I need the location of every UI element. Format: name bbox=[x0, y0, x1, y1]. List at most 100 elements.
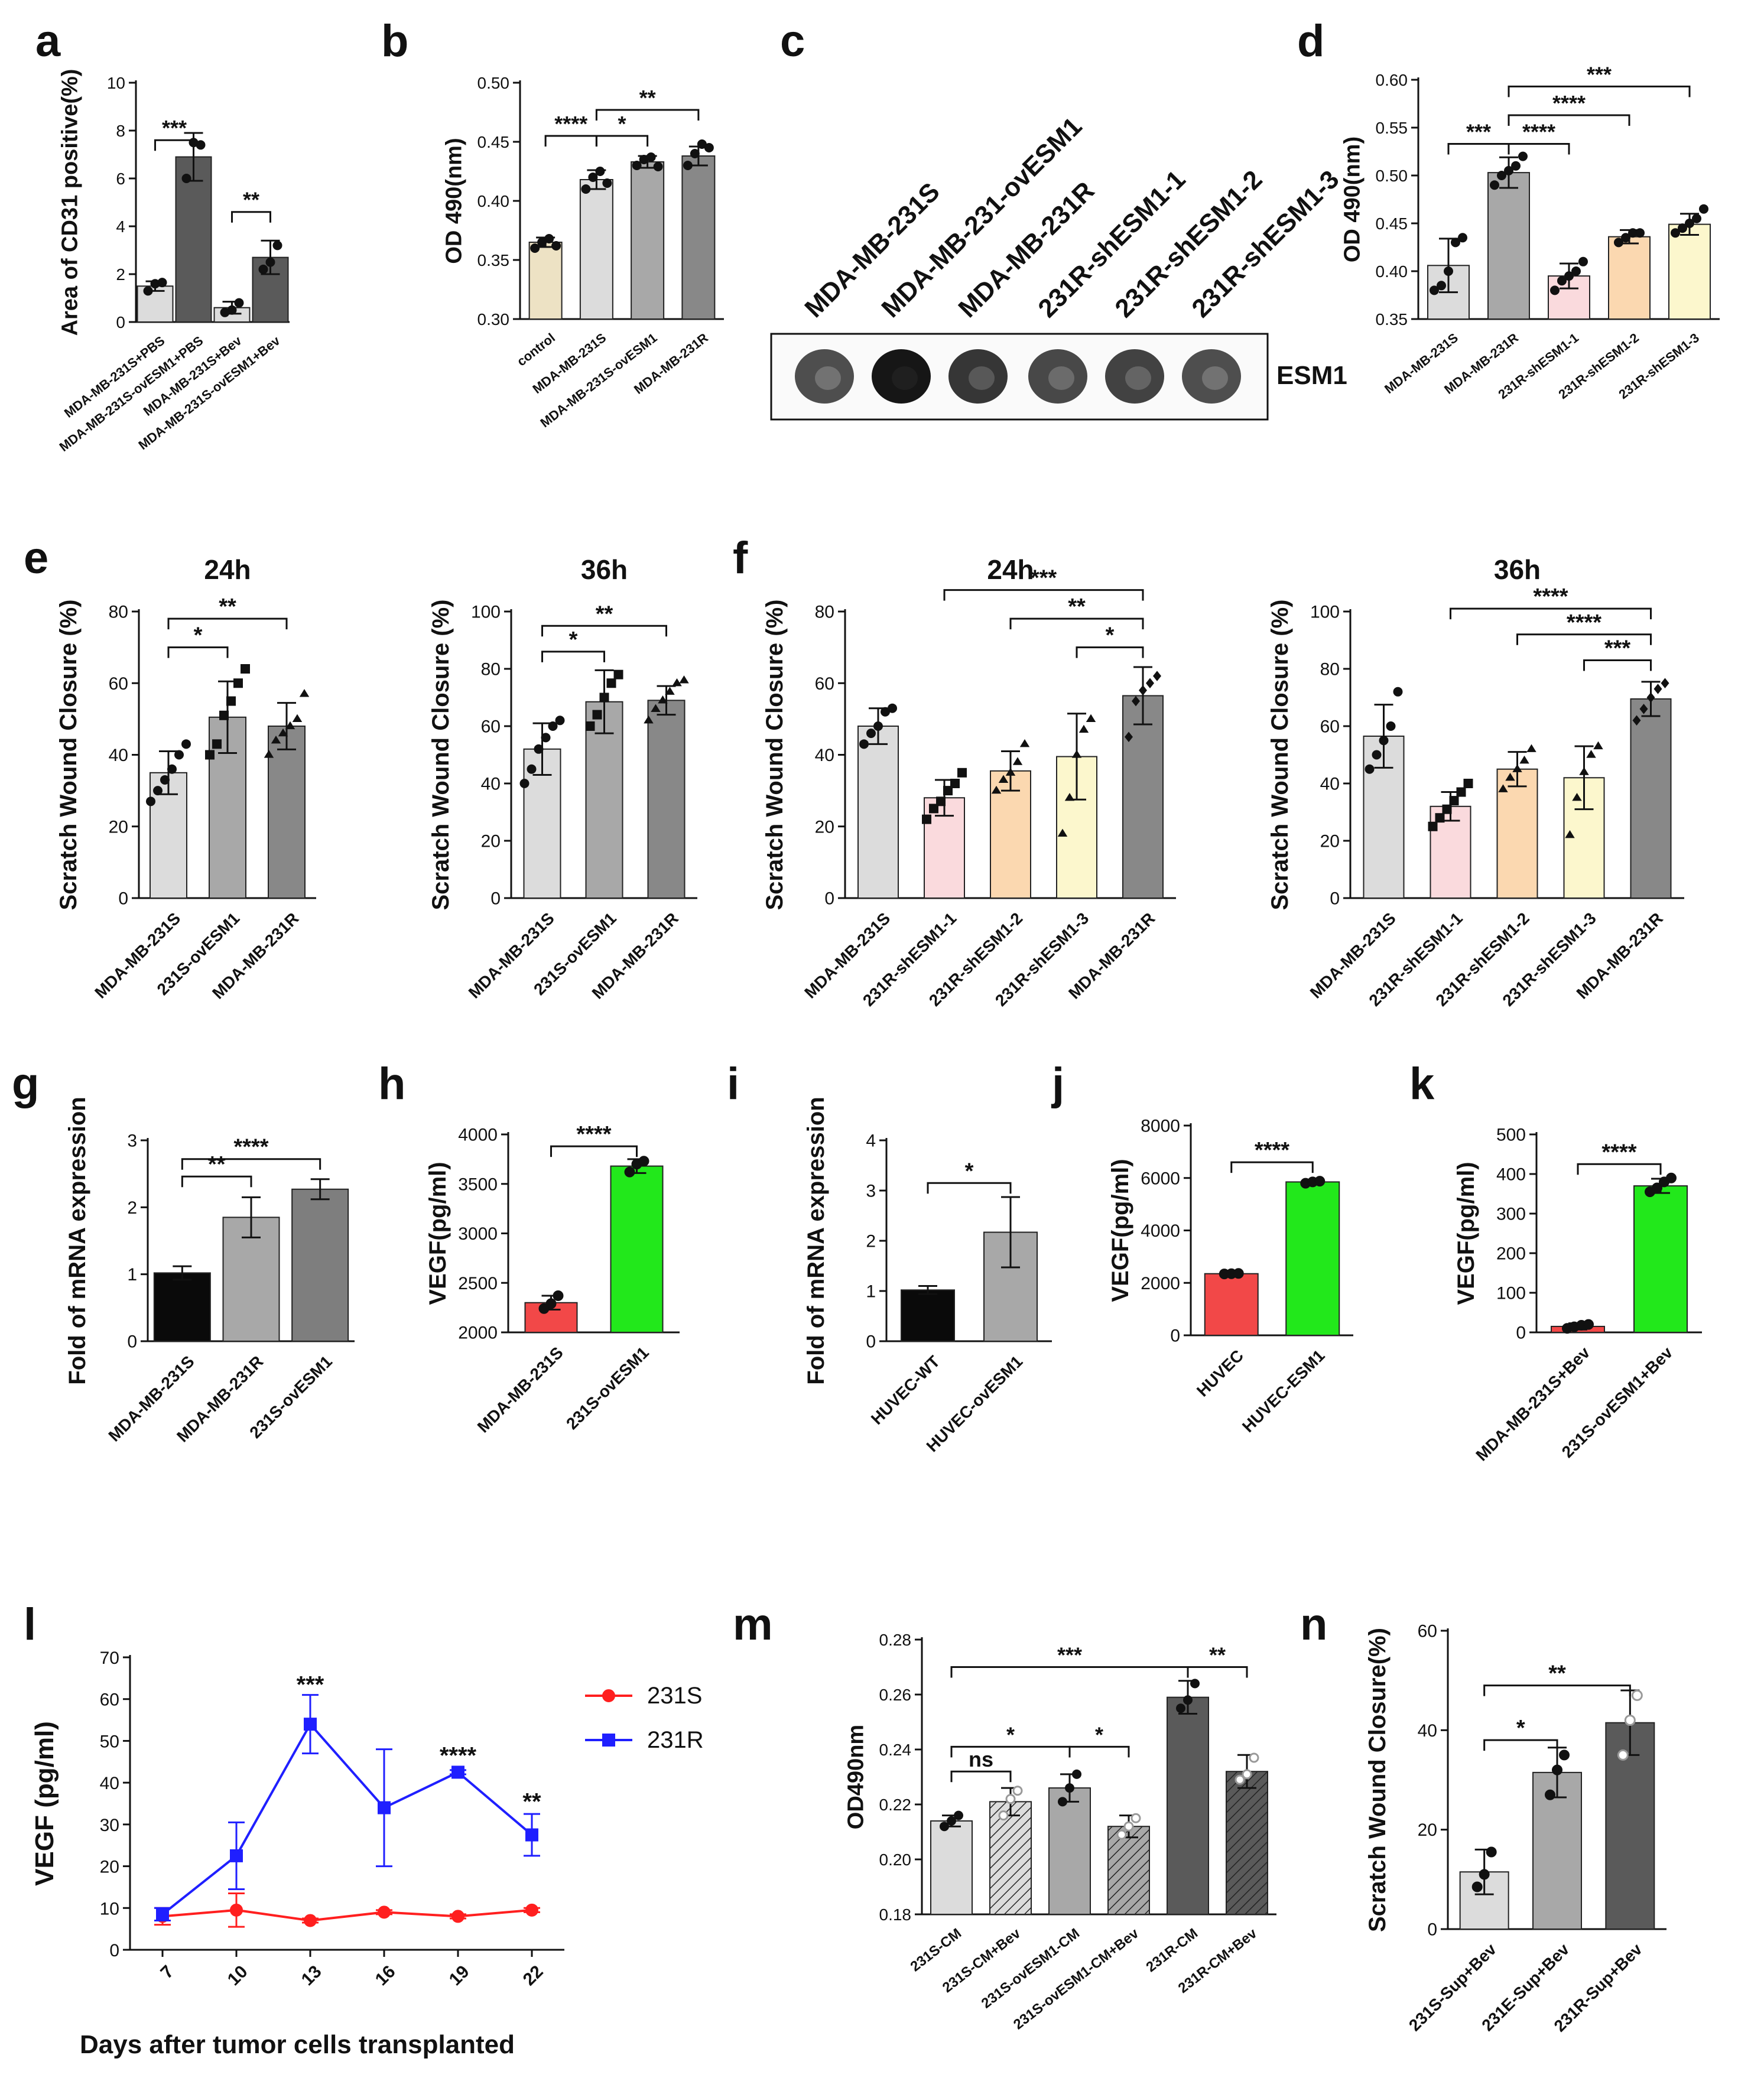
panel-letter: h bbox=[378, 1059, 405, 1109]
chart-title: 24h bbox=[204, 554, 251, 585]
bar bbox=[585, 701, 623, 899]
data-point bbox=[1490, 180, 1499, 190]
data-point bbox=[1653, 684, 1662, 694]
significance-bracket bbox=[541, 651, 605, 662]
y-tick-label: 0.26 bbox=[879, 1686, 912, 1704]
y-tick-label: 0.20 bbox=[879, 1851, 912, 1869]
data-point bbox=[530, 243, 540, 253]
bar bbox=[1048, 1787, 1091, 1916]
data-point bbox=[1430, 285, 1439, 295]
data-point bbox=[1518, 151, 1528, 161]
data-point bbox=[1550, 285, 1560, 295]
y-axis-label: OD 490(nm) bbox=[1340, 136, 1365, 262]
y-tick-label: 40 bbox=[481, 775, 501, 794]
significance-bracket bbox=[1583, 659, 1652, 671]
data-point bbox=[1511, 161, 1521, 171]
data-point bbox=[265, 257, 275, 267]
data-point bbox=[548, 721, 558, 731]
data-point bbox=[1086, 714, 1096, 722]
significance-bracket bbox=[1068, 1745, 1130, 1758]
data-point bbox=[527, 764, 537, 774]
y-tick-label: 60 bbox=[1418, 1622, 1437, 1641]
y-tick-label: 0.28 bbox=[879, 1631, 912, 1649]
bar bbox=[291, 1188, 349, 1342]
bar bbox=[930, 1820, 973, 1915]
data-point bbox=[873, 721, 883, 731]
data-point bbox=[651, 704, 661, 713]
bar bbox=[1668, 223, 1711, 320]
significance-bracket bbox=[595, 109, 700, 121]
data-point bbox=[1183, 1695, 1193, 1705]
data-point bbox=[285, 721, 295, 730]
y-tick-label: 0 bbox=[824, 889, 834, 909]
panel-letter: e bbox=[24, 533, 48, 583]
data-point bbox=[544, 234, 554, 243]
bar bbox=[1630, 698, 1672, 899]
legend-marker bbox=[602, 1734, 615, 1747]
data-point bbox=[1235, 1774, 1245, 1785]
data-point bbox=[1635, 228, 1645, 238]
bar bbox=[1605, 1722, 1655, 1930]
data-point bbox=[1249, 1752, 1259, 1763]
panel-letter: m bbox=[733, 1599, 773, 1650]
y-tick-label: 500 bbox=[1496, 1126, 1526, 1145]
chart-title: 24h bbox=[987, 554, 1034, 585]
significance-label: ** bbox=[219, 594, 236, 619]
data-point bbox=[1444, 266, 1453, 276]
data-point bbox=[588, 173, 598, 182]
data-point bbox=[1153, 671, 1161, 681]
data-point bbox=[1666, 1172, 1677, 1183]
panel-letter: f bbox=[733, 533, 748, 583]
data-point bbox=[1557, 276, 1567, 286]
y-axis-label: OD490nm bbox=[843, 1725, 868, 1829]
data-point-231S bbox=[230, 1903, 243, 1917]
data-point bbox=[1242, 1769, 1252, 1780]
data-point bbox=[1614, 238, 1623, 248]
data-point bbox=[1428, 821, 1438, 831]
bar bbox=[681, 155, 716, 320]
data-point bbox=[153, 786, 163, 796]
y-tick-label: 10 bbox=[100, 1899, 119, 1918]
data-point bbox=[1372, 750, 1382, 760]
significance-bracket bbox=[1508, 114, 1630, 126]
data-point bbox=[146, 796, 155, 807]
significance-bracket bbox=[927, 1182, 1012, 1194]
y-axis-label: Fold of mRNA expression bbox=[803, 1097, 829, 1384]
significance-label: * bbox=[194, 623, 203, 648]
data-point bbox=[1586, 750, 1596, 758]
significance-label: * bbox=[569, 627, 578, 652]
significance-label: **** bbox=[233, 1135, 268, 1160]
y-tick-label: 60 bbox=[815, 674, 834, 694]
significance-label: **** bbox=[576, 1122, 611, 1147]
significance-label: * bbox=[1516, 1716, 1525, 1741]
data-point bbox=[1442, 804, 1452, 814]
data-point bbox=[1526, 744, 1536, 752]
data-point bbox=[1552, 1764, 1562, 1775]
data-point bbox=[196, 140, 206, 150]
significance-bracket bbox=[231, 211, 271, 223]
data-point bbox=[592, 710, 602, 720]
data-point bbox=[157, 278, 167, 288]
data-point bbox=[212, 739, 222, 749]
bar bbox=[1608, 236, 1651, 320]
blot-band-core bbox=[892, 366, 918, 390]
y-tick-label: 0 bbox=[1516, 1323, 1526, 1343]
y-tick-label: 0 bbox=[118, 889, 128, 909]
data-point bbox=[690, 149, 700, 158]
data-point bbox=[1559, 1749, 1570, 1761]
y-tick-label: 0.18 bbox=[879, 1905, 912, 1924]
data-point bbox=[1233, 1268, 1244, 1279]
bar bbox=[1122, 695, 1164, 899]
y-tick-label: 40 bbox=[109, 746, 128, 765]
significance-bracket bbox=[1230, 1161, 1314, 1173]
data-point-231R bbox=[378, 1801, 391, 1814]
significance-bracket bbox=[550, 1145, 638, 1157]
y-tick-label: 2 bbox=[866, 1232, 876, 1251]
data-point bbox=[1125, 731, 1133, 742]
data-point bbox=[585, 721, 595, 731]
data-point bbox=[1661, 678, 1669, 688]
bar bbox=[901, 1289, 955, 1342]
y-tick-label: 60 bbox=[1320, 717, 1340, 737]
